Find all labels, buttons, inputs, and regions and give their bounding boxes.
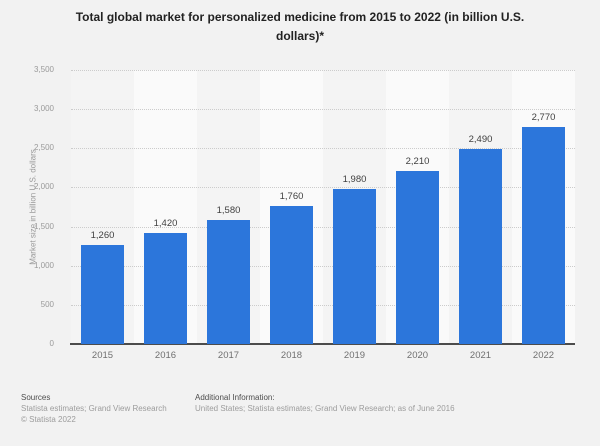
y-tick-label-3000: 3,000 — [33, 104, 54, 114]
value-label-2019: 1,980 — [342, 174, 367, 185]
gridline-1500 — [71, 226, 575, 228]
gridline-2500 — [71, 148, 575, 150]
y-tick-label-2500: 2,500 — [33, 143, 54, 153]
gridline-2000 — [71, 187, 575, 189]
y-tick-label-2000: 2,000 — [33, 182, 54, 192]
y-tick-label-500: 500 — [40, 299, 54, 309]
gridline-3000 — [71, 109, 575, 111]
y-tick-label-1500: 1,500 — [33, 221, 54, 231]
chart-title: Total global market for personalized med… — [75, 10, 525, 43]
bar-2018[interactable] — [270, 206, 313, 344]
x-axis-label-2016: 2016 — [154, 350, 177, 361]
y-axis-ticks: 0 500 1,000 1,500 2,000 2,500 3,000 3,500 — [0, 65, 62, 348]
x-axis-label-2020: 2020 — [406, 350, 429, 361]
gridline-500 — [71, 304, 575, 306]
additional-info-text: United States; Statista estimates; Grand… — [195, 404, 455, 413]
bar-2017[interactable] — [207, 220, 250, 344]
value-label-2020: 2,210 — [405, 156, 430, 167]
x-axis-label-2015: 2015 — [91, 350, 114, 361]
x-axis-label-2022: 2022 — [532, 350, 555, 361]
bar-2019[interactable] — [333, 189, 376, 344]
y-tick-label-3500: 3,500 — [33, 65, 54, 74]
value-label-2015: 1,260 — [90, 230, 115, 242]
bar-2022[interactable] — [522, 127, 565, 344]
bar-2016[interactable] — [144, 232, 187, 344]
value-label-2021: 2,490 — [468, 134, 493, 146]
sources-block: Sources Statista estimates; Grand View R… — [21, 392, 167, 425]
bar-2015[interactable] — [81, 245, 124, 344]
x-axis-label-2017: 2017 — [217, 350, 240, 361]
value-label-2018: 1,760 — [279, 191, 304, 203]
gridline-1000 — [71, 265, 575, 267]
gridline-3500 — [71, 70, 575, 71]
plot-area: 1,260 2015 1,420 2016 1,580 2017 1,760 2018 1,98… — [70, 70, 575, 361]
y-tick-label-1000: 1,000 — [33, 260, 54, 270]
bar-2021[interactable] — [459, 149, 502, 344]
x-axis-line — [70, 343, 575, 345]
x-axis-label-2021: 2021 — [469, 350, 492, 361]
value-label-2016: 1,420 — [153, 217, 178, 229]
sources-label: Sources — [21, 393, 51, 402]
value-label-2022: 2,770 — [531, 112, 556, 124]
x-axis-label-2018: 2018 — [280, 350, 303, 361]
sources-text: Statista estimates; Grand View Research — [21, 404, 167, 413]
additional-info-label: Additional Information: — [195, 393, 275, 402]
x-axis-label-2019: 2019 — [343, 350, 366, 361]
value-label-2017: 1,580 — [216, 205, 241, 217]
additional-info-block: Additional Information: United States; S… — [195, 392, 455, 414]
copyright-text: © Statista 2022 — [21, 415, 76, 424]
bar-2020[interactable] — [396, 171, 439, 344]
y-tick-label-0: 0 — [49, 339, 54, 348]
